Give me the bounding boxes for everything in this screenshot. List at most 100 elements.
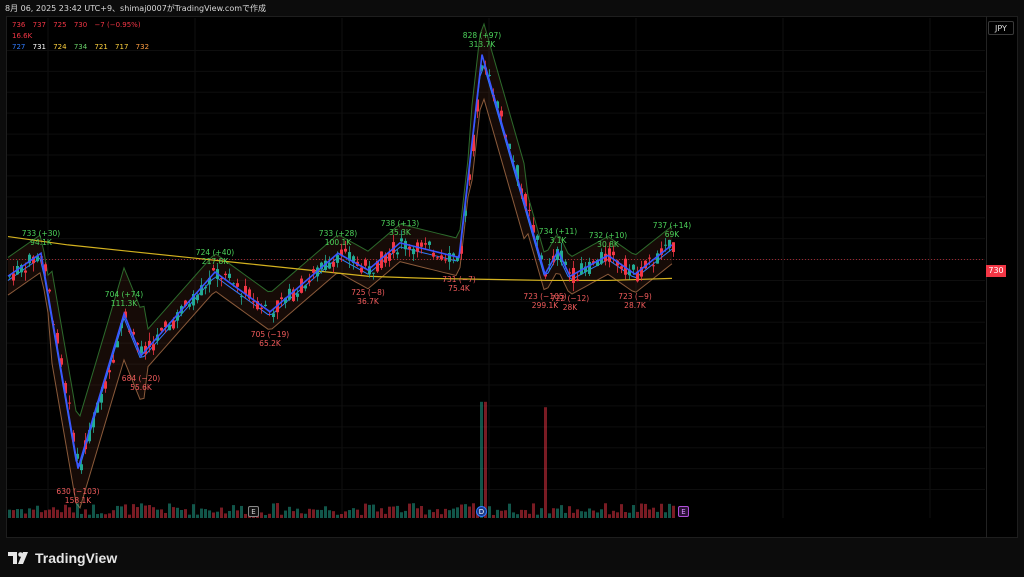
volume-bar [60, 512, 63, 518]
volume-bar [328, 510, 331, 518]
volume-bar [244, 513, 247, 518]
volume-bar [20, 509, 23, 518]
volume-bar [556, 508, 559, 518]
volume-bar [428, 509, 431, 518]
volume-bar [496, 509, 499, 518]
volume-bar [652, 507, 655, 518]
earnings-marker[interactable]: E [248, 506, 259, 517]
candle-body [100, 394, 103, 403]
candle-body [428, 241, 431, 245]
volume-bar [172, 507, 175, 518]
candle-body [388, 253, 391, 261]
candle-body [620, 266, 623, 269]
legend-low: 725 [53, 21, 67, 29]
zigzag-label-volume: 3.1K [549, 236, 567, 246]
volume-bar [240, 505, 243, 518]
volume-bar [644, 503, 647, 518]
price-axis[interactable] [986, 16, 1019, 538]
volume-bar [176, 507, 179, 518]
volume-bar [216, 511, 219, 518]
volume-bar [236, 510, 239, 518]
dividend-marker[interactable]: D [476, 506, 487, 517]
volume-bar [152, 507, 155, 518]
bb-value-5: 721 [94, 43, 108, 51]
zigzag-label-volume: 55.6K [130, 382, 152, 392]
candle-body [352, 256, 355, 264]
candle-body [652, 265, 655, 267]
volume-bar [224, 513, 227, 518]
volume-bar [100, 513, 103, 518]
tradingview-logo-text: TradingView [35, 550, 118, 566]
volume-bar [352, 508, 355, 518]
candle-body [224, 273, 227, 276]
candle-body [568, 272, 571, 274]
volume-bar [396, 505, 399, 518]
volume-bar [500, 510, 503, 518]
candle-body [524, 193, 527, 207]
candle-body [516, 165, 519, 180]
volume-bar [364, 503, 367, 518]
volume-bar [448, 510, 451, 518]
candle-body [404, 240, 407, 250]
candle-body [184, 300, 187, 306]
candle-body [68, 402, 71, 404]
zigzag-label-volume: 28K [562, 303, 578, 313]
volume-bar [180, 509, 183, 518]
candle-body [508, 143, 511, 150]
zigzag-label-volume: 94.1K [30, 238, 52, 248]
zigzag-label: 733 (+30) 94.1K [22, 229, 60, 247]
volume-bar [636, 511, 639, 518]
legend-close: 730 [73, 21, 88, 29]
legend-volume-value: 16.6K [12, 32, 33, 40]
candle-body [628, 269, 631, 276]
candle-body [564, 261, 567, 266]
legend-bb-row[interactable]: 727 731 724 734 721 717 732 [12, 42, 154, 53]
zigzag-label-price: 630 (−103) [56, 486, 100, 496]
volume-bar [92, 504, 95, 518]
volume-bar [376, 511, 379, 518]
zigzag-label-volume: 69K [664, 229, 680, 239]
candle-body [192, 294, 195, 306]
event-marker[interactable]: E [678, 506, 689, 517]
volume-bar [432, 512, 435, 518]
zigzag-label-volume: 28.7K [624, 301, 646, 311]
volume-bar [620, 504, 623, 518]
volume-bar [572, 512, 575, 518]
volume-bar [388, 506, 391, 518]
candle-body [436, 257, 439, 259]
legend-volume-row[interactable]: 16.6K [12, 31, 154, 42]
candle-body [284, 297, 287, 303]
candle-body [608, 248, 611, 262]
volume-bar [296, 508, 299, 518]
volume-bar [656, 511, 659, 518]
zigzag-label-price: 705 (−19) [250, 329, 290, 339]
volume-bar [484, 401, 487, 518]
volume-bar [368, 504, 371, 518]
volume-bar [56, 509, 59, 518]
candle-body [324, 260, 327, 270]
candle-body [12, 273, 15, 281]
tradingview-logo[interactable]: TradingView [8, 550, 117, 566]
volume-bar [288, 506, 291, 518]
currency-button[interactable]: JPY [988, 21, 1014, 35]
candle-body [232, 283, 235, 285]
volume-bar [64, 504, 67, 518]
zigzag-label: 731 (−7) 75.4K [442, 275, 476, 293]
volume-bar [220, 507, 223, 518]
candle-body [112, 359, 115, 363]
volume-bar [196, 514, 199, 518]
candle-body [240, 296, 243, 298]
volume-bar [80, 513, 83, 518]
legend-symbol-row[interactable]: 736 737 725 730 −7 (−0.95%) [12, 20, 154, 31]
candle-body [44, 264, 47, 272]
candle-body [196, 295, 199, 301]
volume-bar [392, 506, 395, 518]
volume-bar [524, 510, 527, 518]
volume-bar [540, 508, 543, 518]
candle-body [592, 261, 595, 264]
zigzag-label-price: 704 (+74) [104, 289, 144, 299]
chart-frame[interactable] [6, 16, 1018, 538]
volume-bar [400, 512, 403, 518]
candle-body [256, 301, 259, 310]
